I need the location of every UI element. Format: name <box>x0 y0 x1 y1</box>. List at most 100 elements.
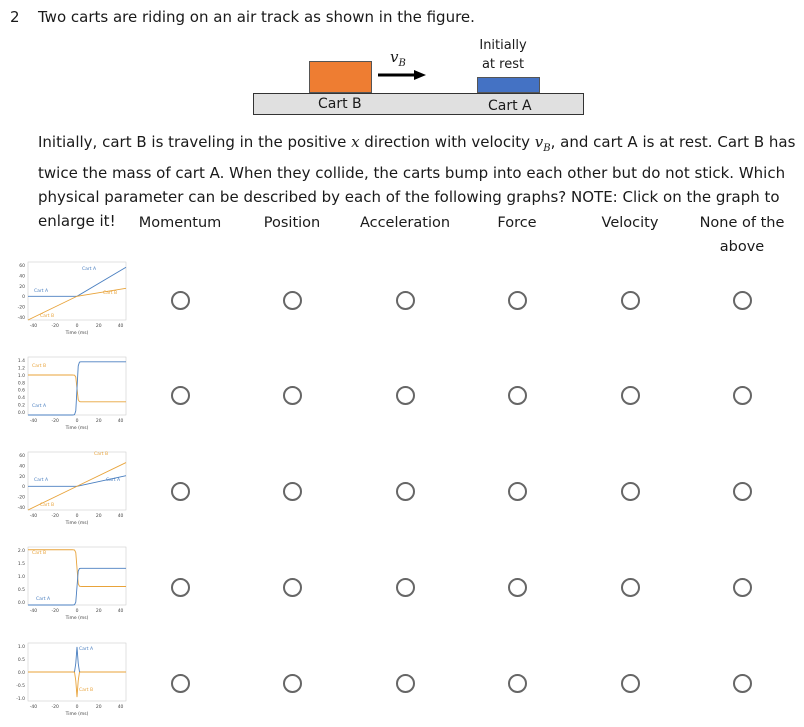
cart-b-block <box>309 61 372 93</box>
question-number: 2 <box>10 8 20 26</box>
x-axis-label: Time (ms) <box>65 330 89 336</box>
y-tick-label: -0.5 <box>16 683 25 689</box>
x-tick-label: 40 <box>118 323 124 329</box>
radio-graph-4-position[interactable] <box>283 578 302 597</box>
radio-graph-3-position[interactable] <box>283 482 302 501</box>
x-tick-label: 20 <box>96 323 102 329</box>
graph-2[interactable]: 1.41.2 1.00.8 0.60.4 0.20.0 -40 -20 0 20 40 Time … <box>6 353 130 441</box>
column-header-velocity: Velocity <box>601 215 659 231</box>
series-label: Cart B <box>40 313 54 319</box>
x-axis-label: Time (ms) <box>65 615 89 621</box>
y-tick-label: 20 <box>19 474 25 480</box>
radio-graph-4-acceleration[interactable] <box>396 578 415 597</box>
x-tick-label: 0 <box>76 704 79 710</box>
cart-b-label: Cart B <box>318 96 362 112</box>
x-axis-label: Time (ms) <box>65 520 89 526</box>
y-tick-label: 0.8 <box>18 380 25 386</box>
radio-graph-1-acceleration[interactable] <box>396 291 415 310</box>
velocity-arrow-icon <box>378 70 426 80</box>
graph-3[interactable]: 60 40 20 0 -20 -40 -40 -20 0 20 40 Time (ms) Cart B C… <box>6 448 130 536</box>
radio-graph-5-momentum[interactable] <box>171 674 190 693</box>
series-label: Cart B <box>79 687 93 693</box>
y-tick-label: 20 <box>19 284 25 290</box>
y-tick-label: 0.6 <box>18 388 25 394</box>
y-tick-label: 1.0 <box>18 574 25 580</box>
radio-graph-3-acceleration[interactable] <box>396 482 415 501</box>
x-tick-label: -40 <box>30 704 37 710</box>
series-label: Cart A <box>36 596 51 602</box>
radio-graph-1-force[interactable] <box>508 291 527 310</box>
x-tick-label: -40 <box>30 513 37 519</box>
radio-graph-4-none-of-the-above[interactable] <box>733 578 752 597</box>
radio-graph-2-acceleration[interactable] <box>396 386 415 405</box>
air-track <box>253 93 584 115</box>
series-line-cart-b <box>27 462 127 511</box>
radio-graph-2-force[interactable] <box>508 386 527 405</box>
x-tick-label: 40 <box>118 608 124 614</box>
series-label: Cart A <box>82 266 97 272</box>
radio-graph-1-position[interactable] <box>283 291 302 310</box>
series-label: Cart A <box>79 646 94 652</box>
y-tick-label: -20 <box>18 495 25 501</box>
x-tick-label: -20 <box>52 704 59 710</box>
x-tick-label: 40 <box>118 418 124 424</box>
x-tick-label: -20 <box>52 323 59 329</box>
y-tick-label: -20 <box>18 305 25 311</box>
radio-graph-3-force[interactable] <box>508 482 527 501</box>
y-tick-label: 0.4 <box>18 395 25 401</box>
series-line-cart-b <box>27 287 127 321</box>
radio-graph-5-position[interactable] <box>283 674 302 693</box>
x-tick-label: 0 <box>76 323 79 329</box>
y-tick-label: -40 <box>18 505 25 511</box>
y-tick-label: 40 <box>19 463 25 469</box>
series-label: Cart A <box>32 403 47 409</box>
radio-graph-1-velocity[interactable] <box>621 291 640 310</box>
series-label: Cart A <box>106 477 121 483</box>
y-tick-label: 0.0 <box>18 600 25 606</box>
x-axis-label: Time (ms) <box>65 711 89 717</box>
radio-graph-5-velocity[interactable] <box>621 674 640 693</box>
radio-graph-5-acceleration[interactable] <box>396 674 415 693</box>
y-tick-label: -40 <box>18 315 25 321</box>
radio-graph-1-momentum[interactable] <box>171 291 190 310</box>
radio-graph-2-velocity[interactable] <box>621 386 640 405</box>
radio-graph-4-velocity[interactable] <box>621 578 640 597</box>
y-tick-label: 60 <box>19 263 25 269</box>
radio-graph-1-none-of-the-above[interactable] <box>733 291 752 310</box>
radio-graph-4-momentum[interactable] <box>171 578 190 597</box>
series-label: Cart B <box>40 502 54 508</box>
x-tick-label: -20 <box>52 418 59 424</box>
initial-rest-note: Initially at rest <box>470 36 536 74</box>
series-line-cart-a <box>28 567 126 606</box>
radio-graph-5-none-of-the-above[interactable] <box>733 674 752 693</box>
plot-frame <box>27 451 127 511</box>
y-tick-label: 0.0 <box>18 410 25 416</box>
x-axis-label: Time (ms) <box>65 425 89 431</box>
radio-graph-3-velocity[interactable] <box>621 482 640 501</box>
x-tick-label: 20 <box>96 418 102 424</box>
y-tick-label: 0.5 <box>18 657 25 663</box>
y-tick-label: 1.0 <box>18 373 25 379</box>
radio-graph-2-position[interactable] <box>283 386 302 405</box>
column-header-acceleration: Acceleration <box>359 215 451 231</box>
series-label: Cart B <box>32 363 46 369</box>
series-label: Cart B <box>94 451 108 457</box>
graph-5[interactable]: 1.0 0.5 0.0 -0.5 -1.0 -40 -20 0 20 40 Time (ms) Car… <box>6 639 130 727</box>
radio-graph-5-force[interactable] <box>508 674 527 693</box>
radio-graph-3-none-of-the-above[interactable] <box>733 482 752 501</box>
graph-4[interactable]: 2.0 1.5 1.0 0.5 0.0 -40 -20 0 20 40 Time (ms) Cart … <box>6 543 130 631</box>
y-tick-label: 0.5 <box>18 587 25 593</box>
radio-graph-4-force[interactable] <box>508 578 527 597</box>
y-tick-label: 0.2 <box>18 403 25 409</box>
x-tick-label: 0 <box>76 418 79 424</box>
y-tick-label: 40 <box>19 273 25 279</box>
radio-graph-2-none-of-the-above[interactable] <box>733 386 752 405</box>
radio-graph-3-momentum[interactable] <box>171 482 190 501</box>
column-header-force: Force <box>497 215 537 231</box>
y-tick-label: 0 <box>22 294 25 300</box>
x-tick-label: 0 <box>76 513 79 519</box>
graph-1[interactable]: 60 40 20 0 -20 -40 -40 -20 0 20 40 Time (ms) Cart A C… <box>6 258 130 346</box>
x-tick-label: 20 <box>96 513 102 519</box>
radio-graph-2-momentum[interactable] <box>171 386 190 405</box>
x-tick-label: 0 <box>76 608 79 614</box>
